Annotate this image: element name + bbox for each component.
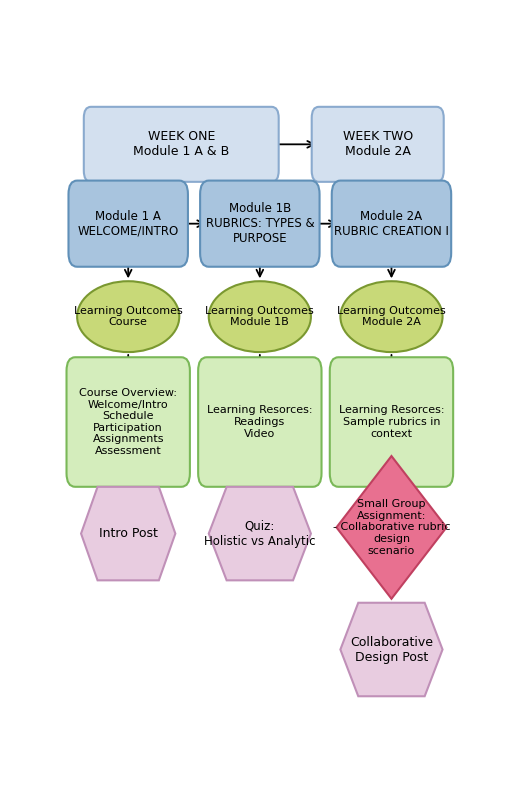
Text: Learning Resorces:
Sample rubrics in
context: Learning Resorces: Sample rubrics in con… xyxy=(339,406,444,439)
Text: Course Overview:
Welcome/Intro
Schedule
Participation
Assignments
Assessment: Course Overview: Welcome/Intro Schedule … xyxy=(79,388,177,456)
Ellipse shape xyxy=(209,281,311,352)
Ellipse shape xyxy=(340,281,443,352)
Polygon shape xyxy=(81,487,175,580)
Text: WEEK ONE
Module 1 A & B: WEEK ONE Module 1 A & B xyxy=(133,130,229,159)
Polygon shape xyxy=(209,487,311,580)
Ellipse shape xyxy=(77,281,179,352)
Text: Learning Outcomes
Module 2A: Learning Outcomes Module 2A xyxy=(337,306,446,328)
FancyBboxPatch shape xyxy=(66,357,190,487)
FancyBboxPatch shape xyxy=(84,107,279,182)
FancyBboxPatch shape xyxy=(330,357,453,487)
Text: WEEK TWO
Module 2A: WEEK TWO Module 2A xyxy=(343,130,413,159)
Text: Learning Resorces:
Readings
Video: Learning Resorces: Readings Video xyxy=(207,406,313,439)
Text: Module 1 A
WELCOME/INTRO: Module 1 A WELCOME/INTRO xyxy=(78,209,179,237)
Text: Collaborative
Design Post: Collaborative Design Post xyxy=(350,635,433,663)
Text: Learning Outcomes
Course: Learning Outcomes Course xyxy=(74,306,183,328)
Polygon shape xyxy=(337,456,447,599)
FancyBboxPatch shape xyxy=(332,180,451,266)
Text: Module 1B
RUBRICS: TYPES &
PURPOSE: Module 1B RUBRICS: TYPES & PURPOSE xyxy=(205,202,314,246)
FancyBboxPatch shape xyxy=(198,357,321,487)
FancyBboxPatch shape xyxy=(312,107,444,182)
Text: Small Group
Assignment:
- Collaborative rubric
design
scenario: Small Group Assignment: - Collaborative … xyxy=(333,499,450,555)
Text: Quiz:
Holistic vs Analytic: Quiz: Holistic vs Analytic xyxy=(204,519,315,547)
Text: Module 2A
RUBRIC CREATION I: Module 2A RUBRIC CREATION I xyxy=(334,209,449,237)
Text: Intro Post: Intro Post xyxy=(99,527,158,540)
FancyBboxPatch shape xyxy=(200,180,319,266)
Polygon shape xyxy=(340,603,443,696)
FancyBboxPatch shape xyxy=(68,180,188,266)
Text: Learning Outcomes
Module 1B: Learning Outcomes Module 1B xyxy=(205,306,314,328)
